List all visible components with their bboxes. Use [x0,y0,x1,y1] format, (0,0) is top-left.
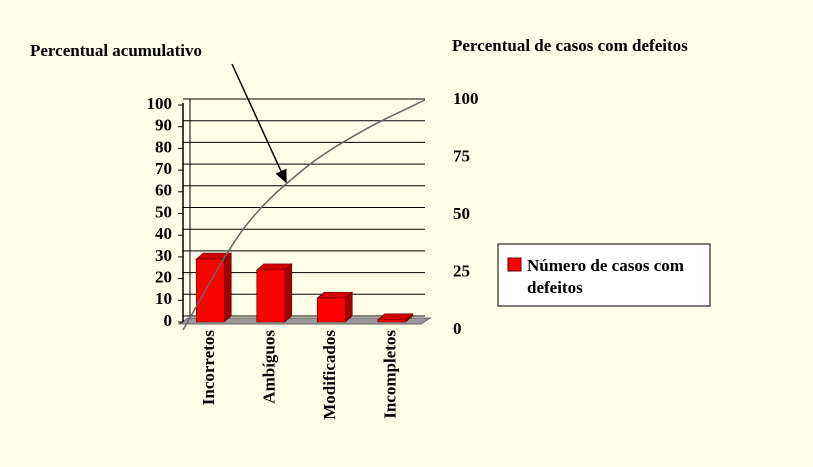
y-tick-label: 50 [155,202,172,221]
x-tick-label: Incorretos [199,330,218,406]
x-tick-label: Incompletos [381,330,400,419]
x-tick-label: Modificados [320,330,339,420]
x-tick-label: Ambíguos [260,330,279,404]
y-tick-label: 20 [155,268,172,287]
chart-title: Percentual de casos com defeitos [452,36,688,55]
y2-tick-label: 75 [453,146,470,165]
legend-swatch [507,257,522,272]
bar [195,252,233,323]
y2-tick-label: 25 [453,261,470,280]
y-tick-label: 60 [155,181,172,200]
y-tick-label: 40 [155,224,172,243]
y-tick-label: 80 [155,137,172,156]
annotation: Percentual acumulativo [30,41,202,60]
y-tick-label: 100 [147,94,173,113]
y2-tick-label: 100 [453,89,479,108]
bar [255,263,293,323]
y-tick-label: 90 [155,116,172,135]
floor [177,317,432,325]
legend-box [497,243,711,307]
legend-label: Número de casos com defeitos [527,256,684,297]
y-tick-label: 0 [164,311,173,330]
y2-tick-label: 0 [453,319,462,338]
bar [316,291,354,323]
y-tick-label: 30 [155,246,172,265]
bar [376,313,414,323]
cumulative-line [182,99,426,331]
annotation-arrow [231,63,287,184]
y-tick-label: 70 [155,159,172,178]
y2-tick-label: 50 [453,204,470,223]
y-tick-label: 10 [155,289,172,308]
